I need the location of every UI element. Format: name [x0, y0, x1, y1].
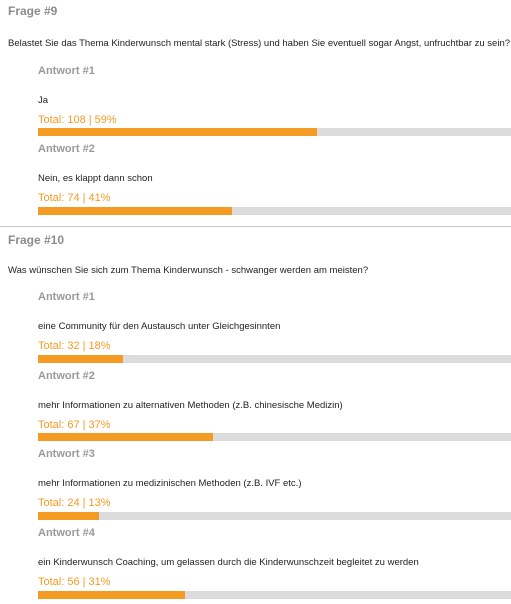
- result-bar: [38, 591, 511, 599]
- answer-text: Nein, es klappt dann schon: [38, 173, 153, 184]
- answer-label: Antwort #4: [38, 527, 95, 539]
- question-text: Belastet Sie das Thema Kinderwunsch ment…: [8, 38, 511, 49]
- result-bar: [38, 355, 511, 363]
- result-bar-fill: [38, 128, 318, 136]
- answer-total: Total: 32 | 18%: [38, 340, 111, 352]
- answer-total: Total: 74 | 41%: [38, 192, 111, 204]
- answer-total: Total: 67 | 37%: [38, 419, 111, 431]
- result-bar: [38, 433, 511, 441]
- answer-text: mehr Informationen zu medizinischen Meth…: [38, 478, 302, 489]
- question-label: Frage #10: [8, 233, 65, 247]
- answer-label: Antwort #2: [38, 143, 95, 155]
- result-bar-fill: [38, 591, 185, 599]
- answer-label: Antwort #1: [38, 65, 95, 77]
- question-divider: [0, 226, 511, 227]
- result-bar: [38, 512, 511, 520]
- answer-text: eine Community für den Austausch unter G…: [38, 321, 281, 332]
- answer-text: Ja: [38, 95, 49, 106]
- result-bar-fill: [38, 512, 100, 520]
- answer-total: Total: 56 | 31%: [38, 576, 111, 588]
- result-bar-fill: [38, 433, 213, 441]
- result-bar: [38, 207, 511, 215]
- answer-label: Antwort #2: [38, 370, 95, 382]
- answer-label: Antwort #3: [38, 448, 95, 460]
- result-bar-fill: [38, 355, 124, 363]
- answer-total: Total: 108 | 59%: [38, 114, 117, 126]
- answer-text: mehr Informationen zu alternativen Metho…: [38, 400, 343, 411]
- answer-total: Total: 24 | 13%: [38, 497, 111, 509]
- question-label: Frage #9: [8, 4, 58, 18]
- question-text: Was wünschen Sie sich zum Thema Kinderwu…: [8, 265, 369, 276]
- answer-text: ein Kinderwunsch Coaching, um gelassen d…: [38, 557, 419, 568]
- result-bar: [38, 128, 511, 136]
- answer-label: Antwort #1: [38, 291, 95, 303]
- result-bar-fill: [38, 207, 232, 215]
